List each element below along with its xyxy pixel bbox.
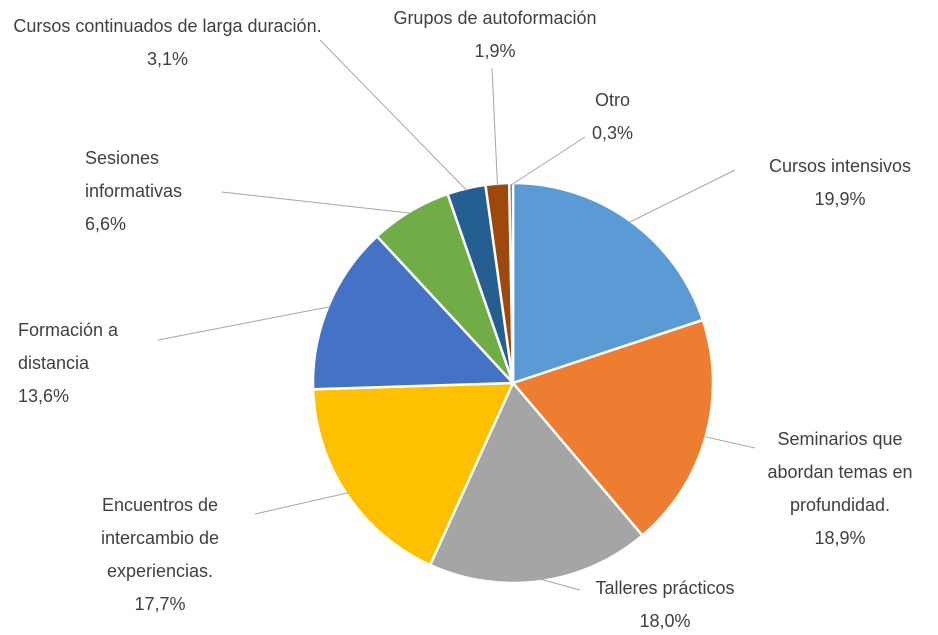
value-label: 0,3% [591,123,634,143]
value-label: 19,9% [814,189,866,209]
leader-line [540,578,581,591]
category-label: Otro [594,90,630,110]
slice-label: Formación a distancia 13,6% [18,314,168,413]
slice-label: Sesiones informativas 6,6% [85,142,245,241]
slice-label: Talleres prácticos 18,0% [565,572,765,635]
slice-label: Cursos intensivos 19,9% [730,150,938,216]
leader-line [510,136,586,186]
pie-slice [311,381,515,567]
pie-slice [507,181,515,384]
category-label: Formación a distancia [18,320,119,373]
pie-slice [311,234,516,391]
category-label: Cursos continuados de larga duración. [13,16,322,36]
leader-line [319,39,468,191]
value-label: 18,0% [639,611,691,631]
slice-label: Cursos continuados de larga duración. 3,1… [5,10,330,76]
leader-line [157,306,331,341]
leader-line [628,169,736,223]
pie-slice [428,380,645,585]
value-label: 18,9% [814,528,866,548]
leader-line [221,191,412,214]
slice-label: Seminarios que abordan temas en profundi… [745,423,935,555]
value-label: 17,7% [134,594,186,614]
category-label: Talleres prácticos [595,578,735,598]
category-label: Grupos de autoformación [393,8,597,28]
slice-label: Grupos de autoformación 1,9% [340,2,650,68]
leader-line [254,492,349,515]
value-label: 1,9% [474,41,516,61]
leader-line [703,435,756,449]
value-label: 3,1% [146,49,189,69]
category-label: Cursos intensivos [768,156,912,176]
value-label: 6,6% [85,214,127,234]
pie-slice [511,181,705,385]
value-label: 13,6% [18,386,70,406]
category-label: Sesiones informativas [85,148,183,201]
slice-label: Encuentros de intercambio de experiencia… [65,489,255,621]
slice-label: Otro 0,3% [560,84,665,150]
leader-line [491,67,498,186]
category-label: Seminarios que abordan temas en profundi… [767,429,913,515]
category-label: Encuentros de intercambio de experiencia… [100,495,220,581]
